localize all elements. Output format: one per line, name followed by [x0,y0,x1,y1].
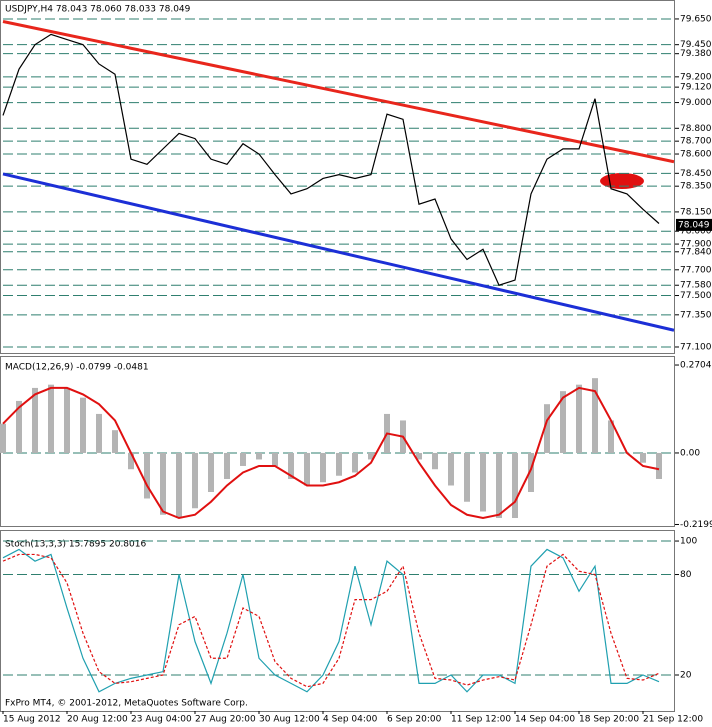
histogram-bar [272,452,278,466]
histogram-bar [320,452,326,483]
y-tick-label: 78.600 [680,150,712,160]
histogram-bar [560,391,566,453]
y-tick-label: 0.00 [680,448,700,458]
y-tick-label: 78.800 [680,124,712,134]
stoch-title: Stoch(13,3,3) 15.7895 20.8016 [5,540,146,550]
histogram-bar [160,452,166,515]
footer: FxPro MT4, © 2001-2012, MetaQuotes Softw… [5,699,248,709]
histogram-bar [544,404,550,453]
histogram-bar [368,452,374,460]
y-tick-label: 77.580 [680,281,712,291]
histogram-bar [112,430,118,453]
histogram-bar [192,452,198,509]
last-price-label: 78.049 [678,220,710,230]
x-tick-label: 15 Aug 2012 [3,715,61,725]
y-tick-label: 79.380 [680,49,712,59]
histogram-bar [176,452,182,519]
histogram-bar [288,452,294,479]
x-tick-label: 4 Sep 04:00 [323,715,378,725]
histogram-bar [48,384,54,453]
histogram-bar [336,452,342,476]
y-tick-label: 100 [680,537,697,547]
x-tick-label: 20 Aug 12:00 [67,715,128,725]
histogram-bar [592,378,598,453]
y-tick-label: 77.900 [680,240,712,250]
y-tick-label: 78.000 [680,227,712,237]
stoch-panel [0,530,675,712]
histogram-bar [0,423,6,453]
histogram-bar [608,420,614,453]
x-tick-label: 21 Sep 12:00 [643,715,703,725]
y-tick-label: 77.840 [680,247,712,257]
histogram-bar [512,452,518,519]
x-tick-label: 23 Aug 04:00 [131,715,192,725]
histogram-bar [80,397,86,453]
histogram-bar [256,452,262,460]
macd-title: MACD(12,26,9) -0.0799 -0.0481 [5,363,149,373]
trend-line [2,172,675,332]
x-tick-label: 14 Sep 04:00 [515,715,575,725]
x-tick-label: 6 Sep 20:00 [387,715,442,725]
histogram-bar [640,452,646,463]
x-tick-label: 11 Sep 12:00 [451,715,511,725]
histogram-bar [528,452,534,492]
series-line [2,386,660,520]
y-tick-label: 79.120 [680,83,712,93]
histogram-bar [64,387,70,453]
histogram-bar [656,452,662,479]
y-tick-label: 78.150 [680,207,712,217]
y-tick-label: 20 [680,671,692,681]
y-tick-label: 78.450 [680,169,712,179]
histogram-bar [208,452,214,492]
histogram-bar [128,452,134,470]
last-price-box [676,218,712,231]
series-line [2,548,660,693]
x-tick-label: 27 Aug 20:00 [195,715,256,725]
histogram-bar [464,452,470,502]
histogram-bar [416,452,422,460]
histogram-bar [304,452,310,486]
histogram-bar [480,452,486,512]
x-tick-label: 30 Aug 12:00 [259,715,320,725]
histogram-bar [96,413,102,453]
histogram-bar [576,384,582,453]
y-tick-label: 77.700 [680,265,712,275]
price-panel [0,0,675,354]
histogram-bar [32,387,38,453]
histogram-bar [448,452,454,486]
y-tick-label: 77.100 [680,342,712,352]
histogram-bar [224,452,230,479]
histogram-bar [352,452,358,473]
x-tick-label: 18 Sep 20:00 [579,715,639,725]
y-tick-label: 79.450 [680,40,712,50]
series-line [2,33,660,286]
y-tick-label: 77.350 [680,310,712,320]
y-tick-label: -0.2199 [680,520,712,530]
y-tick-label: 79.650 [680,14,712,24]
y-tick-label: 79.000 [680,98,712,108]
histogram-bar [144,452,150,499]
y-tick-label: 80 [680,570,692,580]
histogram-bar [496,452,502,519]
price-title: USDJPY,H4 78.043 78.060 78.033 78.049 [5,5,191,15]
y-tick-label: 0.2704 [680,361,712,371]
y-tick-label: 78.350 [680,182,712,192]
histogram-bar [240,452,246,466]
y-tick-label: 78.700 [680,137,712,147]
histogram-bar [16,400,22,453]
highlight-marker [600,173,644,189]
y-tick-label: 79.200 [680,72,712,82]
y-tick-label: 77.500 [680,291,712,301]
trend-line [2,20,675,164]
series-line [2,553,660,688]
histogram-bar [432,452,438,470]
